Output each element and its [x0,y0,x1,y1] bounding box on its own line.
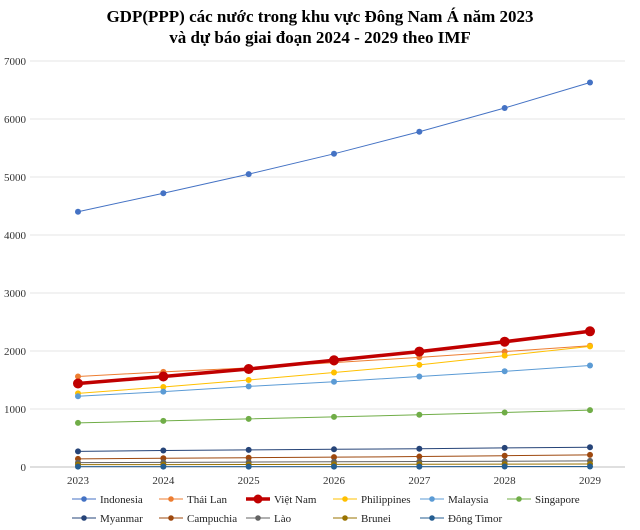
data-point [160,388,167,395]
legend-label: Malaysia [448,494,488,506]
chart-title-line-1: GDP(PPP) các nước trong khu vực Đông Nam… [106,7,534,26]
data-point [416,128,423,135]
data-point [501,352,508,359]
legend-swatch-marker [81,496,87,502]
y-tick-label: 5000 [4,172,27,184]
data-point [331,150,337,157]
legend-label: Lào [274,513,292,525]
data-point [585,326,595,337]
legend-swatch-marker [168,496,174,502]
data-point [587,407,593,414]
data-point [501,368,508,375]
y-tick-label: 7000 [4,56,27,68]
data-point [160,190,167,197]
data-point [587,463,593,470]
data-point [75,208,81,215]
data-point [160,463,167,470]
data-point [75,448,81,455]
y-tick-label: 0 [21,462,27,474]
y-tick-label: 4000 [4,230,27,242]
y-tick-label: 6000 [4,114,27,126]
data-point [245,171,252,178]
data-point [331,446,337,453]
data-point [416,445,423,452]
legend-swatch-marker [168,515,174,521]
data-point [245,463,252,470]
legend-label: Philippines [361,494,411,506]
data-point [587,444,593,451]
x-tick-label: 2023 [67,475,90,487]
data-point [501,104,508,111]
legend-swatch-marker [342,515,348,521]
data-point [160,417,167,424]
y-tick-label: 3000 [4,288,27,300]
chart-title-line-2: và dự báo giai đoạn 2024 - 2029 theo IMF [169,28,471,47]
series-line [77,81,591,213]
data-point [331,454,337,461]
data-point [501,463,508,470]
y-tick-label: 1000 [4,404,27,416]
x-tick-label: 2027 [408,475,431,487]
data-point [416,361,423,368]
x-tick-label: 2025 [238,475,261,487]
data-point [414,346,425,357]
legend-swatch-marker [253,494,263,504]
data-point [331,369,337,376]
x-tick-label: 2028 [494,475,517,487]
data-point [331,413,337,420]
legend-swatch-marker [255,515,261,521]
data-point [587,79,593,86]
data-point [587,362,593,369]
data-point [331,378,337,385]
legend-label: Indonesia [100,494,143,506]
legend-swatch-marker [516,496,522,502]
data-point [501,444,508,451]
data-point [245,383,252,390]
x-tick-label: 2029 [579,475,602,487]
legend-label: Campuchia [187,513,237,525]
data-point [416,463,423,470]
data-point [245,446,252,453]
data-point [158,371,169,382]
data-point [75,373,81,380]
data-point [245,415,252,422]
data-point [587,451,593,458]
data-point [587,343,593,350]
data-point [160,447,167,454]
data-point [75,419,81,426]
legend-label: Brunei [361,513,391,525]
data-point [499,336,510,347]
data-point [160,383,167,390]
data-point [416,411,423,418]
data-point [75,463,81,470]
data-point [75,393,81,400]
data-point [245,377,252,383]
legend-label: Việt Nam [274,494,317,506]
data-point [416,373,423,380]
chart-title: GDP(PPP) các nước trong khu vực Đông Nam… [0,6,640,48]
legend-swatch-marker [81,515,87,521]
x-tick-label: 2026 [323,475,346,487]
y-tick-label: 2000 [4,346,27,358]
data-point [329,355,339,366]
data-point [501,452,508,459]
legend-label: Singapore [535,494,580,506]
legend-swatch-marker [342,496,348,502]
legend-label: Đông Timor [448,513,502,525]
legend-swatch-marker [429,515,435,521]
legend-swatch-marker [429,496,435,502]
data-point [243,363,254,374]
x-tick-label: 2024 [152,475,175,487]
legend-label: Myanmar [100,513,143,525]
data-point [73,378,83,389]
data-point [501,409,508,416]
data-point [245,454,252,461]
data-point [331,463,337,470]
data-point [416,453,423,460]
legend-label: Thái Lan [187,494,228,506]
